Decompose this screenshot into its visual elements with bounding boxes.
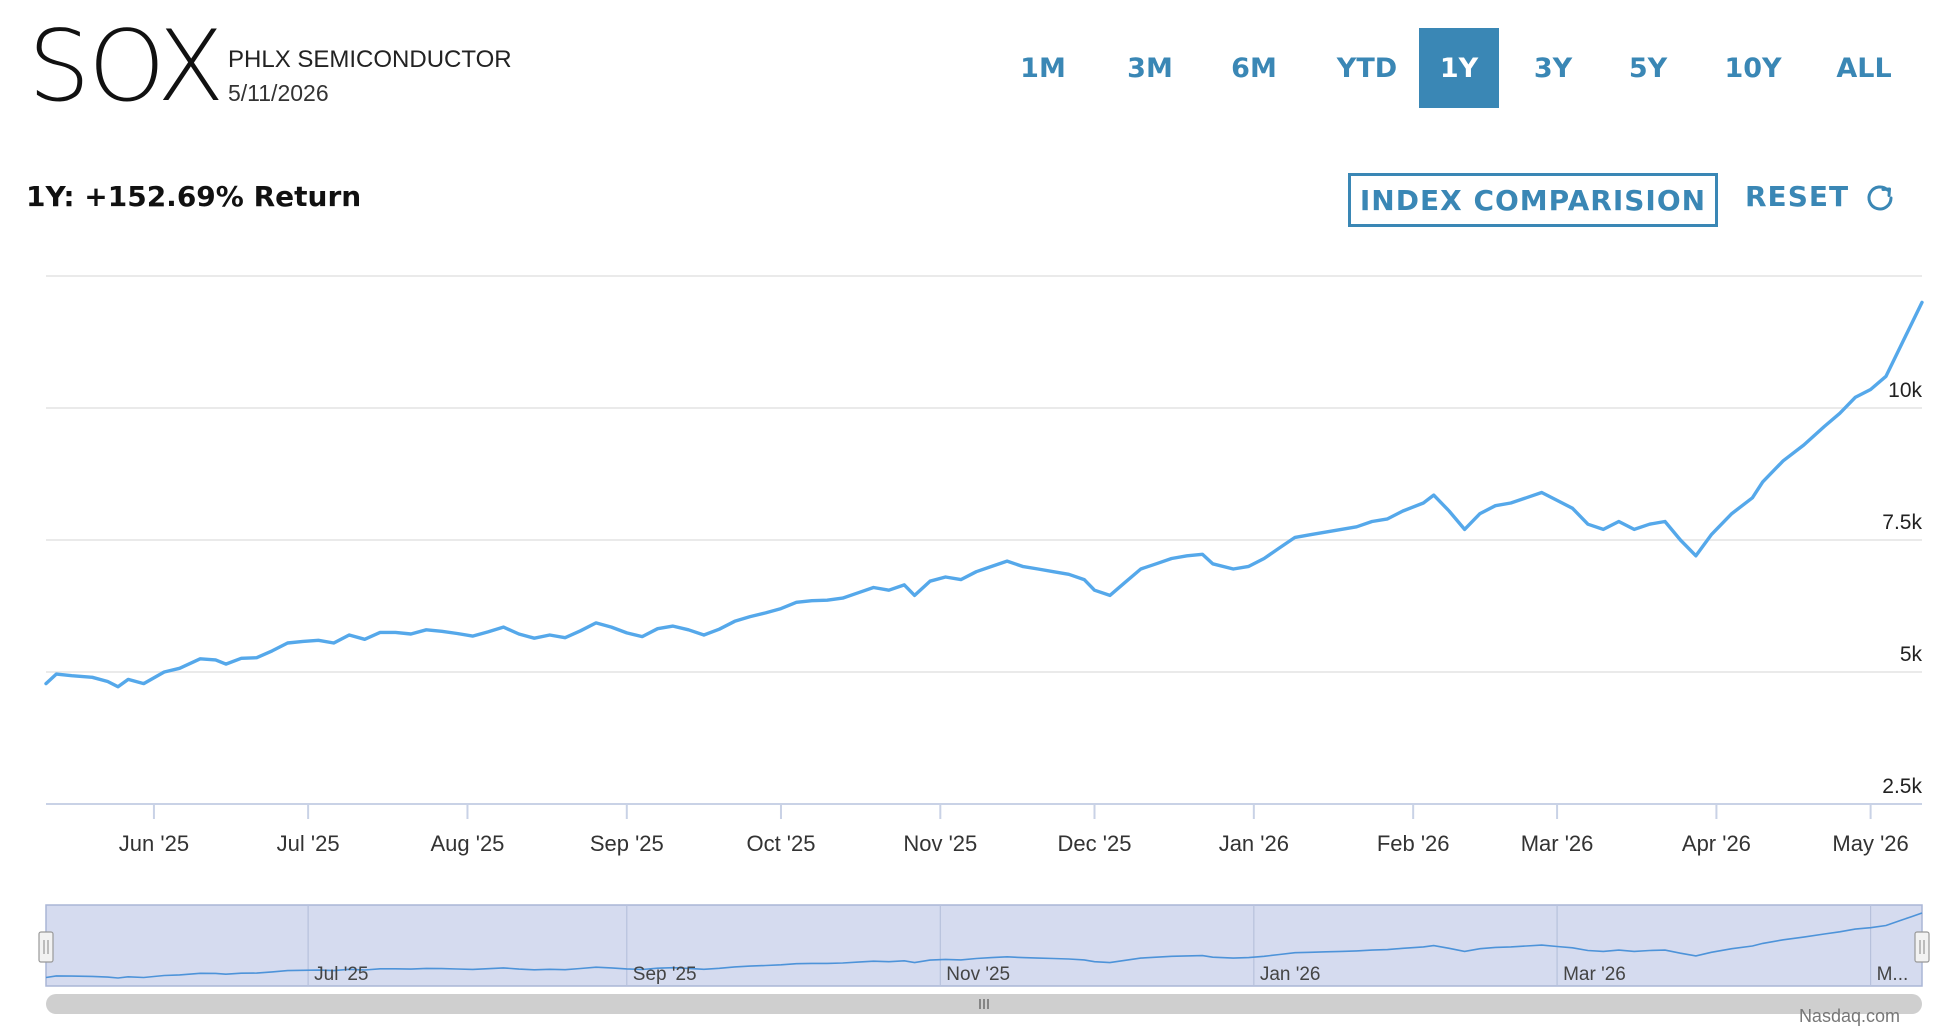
y-tick-label: 2.5k [1882,775,1922,798]
navigator-handle-left[interactable] [38,931,54,963]
range-tab-ytd[interactable]: YTD [1336,52,1398,84]
y-tick-label: 5k [1900,643,1923,666]
x-tick-label: May '26 [1832,831,1908,856]
navigator-labels: Jul '25 Sep '25 Nov '25 Jan '26 Mar '26 M... [314,964,1908,985]
index-symbol: SOX [28,10,224,124]
range-tab-1m[interactable]: 1M [1020,52,1066,84]
navigator-window[interactable] [45,904,1923,987]
navigator-grid [307,905,1872,986]
range-tab-1y[interactable]: 1Y [1419,28,1499,108]
navigator-label: Mar '26 [1563,964,1626,985]
x-tick-label: Sep '25 [590,831,664,856]
navigator[interactable]: Jul '25 Sep '25 Nov '25 Jan '26 Mar '26 M... [38,904,1930,987]
x-tick-label: Nov '25 [903,831,977,856]
x-tick-label: Jan '26 [1219,831,1289,856]
price-series-line [44,300,1924,689]
y-tick-label: 10k [1888,379,1922,402]
navigator-label: Jul '25 [314,964,368,985]
index-date: 5/11/2026 [228,80,329,106]
index-comparison-button[interactable]: INDEX COMPARISION [1348,173,1718,227]
scrollbar[interactable] [46,994,1922,1014]
return-summary: 1Y: +152.69% Return [26,180,362,213]
navigator-label: Nov '25 [946,964,1010,985]
navigator-handle-right[interactable] [1914,931,1930,963]
x-tick-label: Jul '25 [277,831,340,856]
handle-grip [1914,931,1930,963]
range-tab-6m[interactable]: 6M [1231,52,1277,84]
navigator-label: M... [1877,964,1909,985]
navigator-label: Jan '26 [1260,964,1321,985]
y-axis-labels: 2.5k 5k 7.5k 10k [1882,379,1922,798]
x-tick-label: Apr '26 [1682,831,1751,856]
range-tab-5y[interactable]: 5Y [1628,52,1668,84]
navigator-series-line [45,912,1923,979]
y-tick-label: 7.5k [1882,511,1922,534]
source-credit: Nasdaq.com [1798,1006,1900,1026]
range-tab-all[interactable]: ALL [1836,52,1892,84]
handle-grip [38,931,54,963]
grid-lines [46,275,1922,805]
x-tick-label: Feb '26 [1377,831,1450,856]
x-axis: Jun '25 Jul '25 Aug '25 Sep '25 Oct '25 Nov '… [46,803,1922,856]
x-tick-label: Jun '25 [119,831,189,856]
range-tab-3y[interactable]: 3Y [1533,52,1573,84]
x-tick-label: Dec '25 [1058,831,1132,856]
navigator-label: Sep '25 [633,964,697,985]
range-tab-3m[interactable]: 3M [1127,52,1173,84]
reset-button[interactable]: RESET [1745,180,1850,213]
x-tick-label: Oct '25 [746,831,815,856]
index-name: PHLX SEMICONDUCTOR [228,46,512,73]
range-tab-10y[interactable]: 10Y [1724,52,1782,84]
refresh-icon[interactable] [1862,180,1898,216]
x-tick-label: Aug '25 [430,831,504,856]
x-tick-label: Mar '26 [1521,831,1594,856]
